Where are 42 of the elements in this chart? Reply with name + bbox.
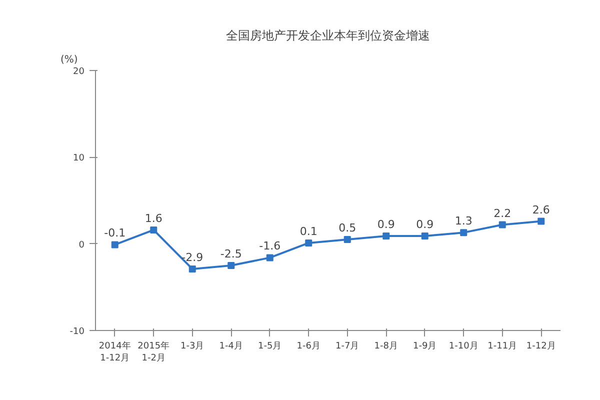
x-tick-label: 1-5月 [258,342,282,352]
point [344,236,351,243]
point [266,254,274,262]
data-label: -2.9 [182,250,204,264]
chart-title: 全国房地产开发企业本年到位资金增速 [226,28,430,42]
data-label: 0.1 [300,224,318,238]
point [538,218,545,225]
point [460,229,468,236]
x-tick-label: 1-8月 [374,342,398,352]
x-tick-label: 1-7月 [336,342,360,352]
y-tick-label: -10 [70,327,85,337]
data-label: -2.5 [220,248,242,260]
y-tick-label: 0 [78,240,85,250]
y-tick-label: 20 [73,67,85,77]
x-tick-label: 1-12月 [526,342,556,352]
data-label: 2.2 [494,206,512,220]
x-tick-label: 1-4月 [219,342,243,352]
data-label: -0.1 [104,226,126,240]
point [498,221,506,228]
point [421,232,428,240]
point [382,232,390,240]
y-axis-title: (%) [60,54,78,66]
point [188,265,196,272]
data-label: 1.3 [454,214,472,228]
data-label: 2.6 [532,203,550,216]
point [111,241,118,248]
point [150,226,158,234]
data-label: 0.9 [416,218,434,232]
x-tick-label: 1-3月 [180,342,204,352]
data-label: 1.6 [144,212,162,225]
y-tick-label: 10 [73,154,85,164]
x-tick-label: 2015年 1-2月 [138,340,170,364]
point [305,239,312,246]
data-label: 0.9 [377,218,395,232]
data-label: 0.5 [338,222,356,234]
x-tick-label: 1-6月 [296,342,320,352]
x-tick-label: 1-9月 [413,342,437,352]
x-tick-label: 1-11月 [488,342,518,352]
point [228,262,235,269]
data-label: -1.6 [259,240,281,253]
x-tick-label: 1-10月 [448,342,478,352]
x-tick-label: 2014年 1-12月 [98,340,131,364]
